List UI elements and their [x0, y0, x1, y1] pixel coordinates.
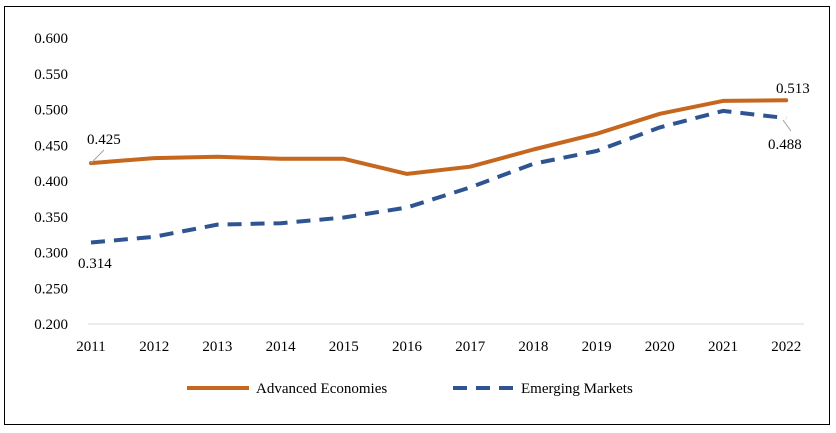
x-tick-label: 2014	[266, 339, 297, 355]
data-point-advanced-economies	[153, 157, 156, 160]
y-tick-label: 0.350	[34, 210, 68, 226]
series-line-emerging-markets	[90, 108, 787, 245]
data-point-advanced-economies	[406, 172, 409, 175]
data-point-advanced-economies	[469, 165, 472, 168]
data-point-advanced-economies	[216, 155, 219, 158]
data-point-emerging-markets	[153, 235, 156, 238]
data-point-emerging-markets	[406, 206, 409, 209]
data-point-emerging-markets	[469, 186, 472, 189]
data-label: 0.488	[768, 137, 802, 153]
data-point-advanced-economies	[532, 148, 535, 151]
data-point-emerging-markets	[342, 216, 345, 219]
x-tick-label: 2015	[329, 339, 359, 355]
data-label: 0.513	[776, 81, 810, 97]
x-tick-label: 2013	[202, 339, 232, 355]
data-point-advanced-economies	[595, 132, 598, 135]
y-tick-label: 0.250	[34, 281, 68, 297]
data-point-emerging-markets	[785, 117, 788, 120]
y-tick-label: 0.300	[34, 246, 68, 262]
annotation-layer: 0.425 0.513 0.314 0.488	[78, 81, 810, 272]
data-label: 0.425	[87, 132, 121, 148]
y-tick-label: 0.400	[34, 174, 68, 190]
data-point-emerging-markets	[279, 222, 282, 225]
x-tick-label: 2017	[455, 339, 486, 355]
data-point-emerging-markets	[90, 241, 93, 244]
x-tick-label: 2016	[392, 339, 423, 355]
y-tick-label: 0.500	[34, 103, 68, 119]
y-tick-label: 0.450	[34, 138, 68, 154]
data-point-emerging-markets	[658, 126, 661, 129]
data-label-leader-line	[90, 149, 105, 164]
x-tick-label: 2021	[708, 339, 738, 355]
x-tick-label: 2020	[645, 339, 675, 355]
x-tick-label: 2022	[771, 339, 801, 355]
data-point-advanced-economies	[658, 112, 661, 115]
x-tick-label: 2018	[518, 339, 548, 355]
series-layer	[89, 98, 789, 245]
data-label: 0.314	[78, 256, 112, 272]
y-axis: 0.200 0.250 0.300 0.350 0.400 0.450 0.500 0.550…	[34, 31, 68, 333]
x-axis: 2011 2012 2013 2014 2015 2016 2017 2018 2019 2020…	[76, 323, 804, 355]
legend: Advanced Economies Emerging Markets	[187, 381, 633, 397]
x-tick-label: 2011	[76, 339, 105, 355]
y-tick-label: 0.200	[34, 317, 68, 333]
data-label-leader-line	[782, 119, 792, 132]
data-point-advanced-economies	[342, 157, 345, 160]
data-point-advanced-economies	[279, 157, 282, 160]
data-point-emerging-markets	[595, 149, 598, 152]
data-point-advanced-economies	[785, 99, 788, 102]
y-tick-label: 0.600	[34, 31, 68, 47]
data-point-emerging-markets	[722, 109, 725, 112]
series-line-advanced-economies	[89, 98, 789, 176]
y-tick-label: 0.550	[34, 67, 68, 83]
data-point-emerging-markets	[216, 223, 219, 226]
x-tick-label: 2012	[139, 339, 169, 355]
legend-label-emerging-markets: Emerging Markets	[521, 381, 633, 397]
legend-label-advanced-economies: Advanced Economies	[256, 381, 387, 397]
data-point-emerging-markets	[532, 162, 535, 165]
data-point-advanced-economies	[722, 99, 725, 102]
x-tick-label: 2019	[582, 339, 612, 355]
chart-frame	[4, 6, 830, 425]
